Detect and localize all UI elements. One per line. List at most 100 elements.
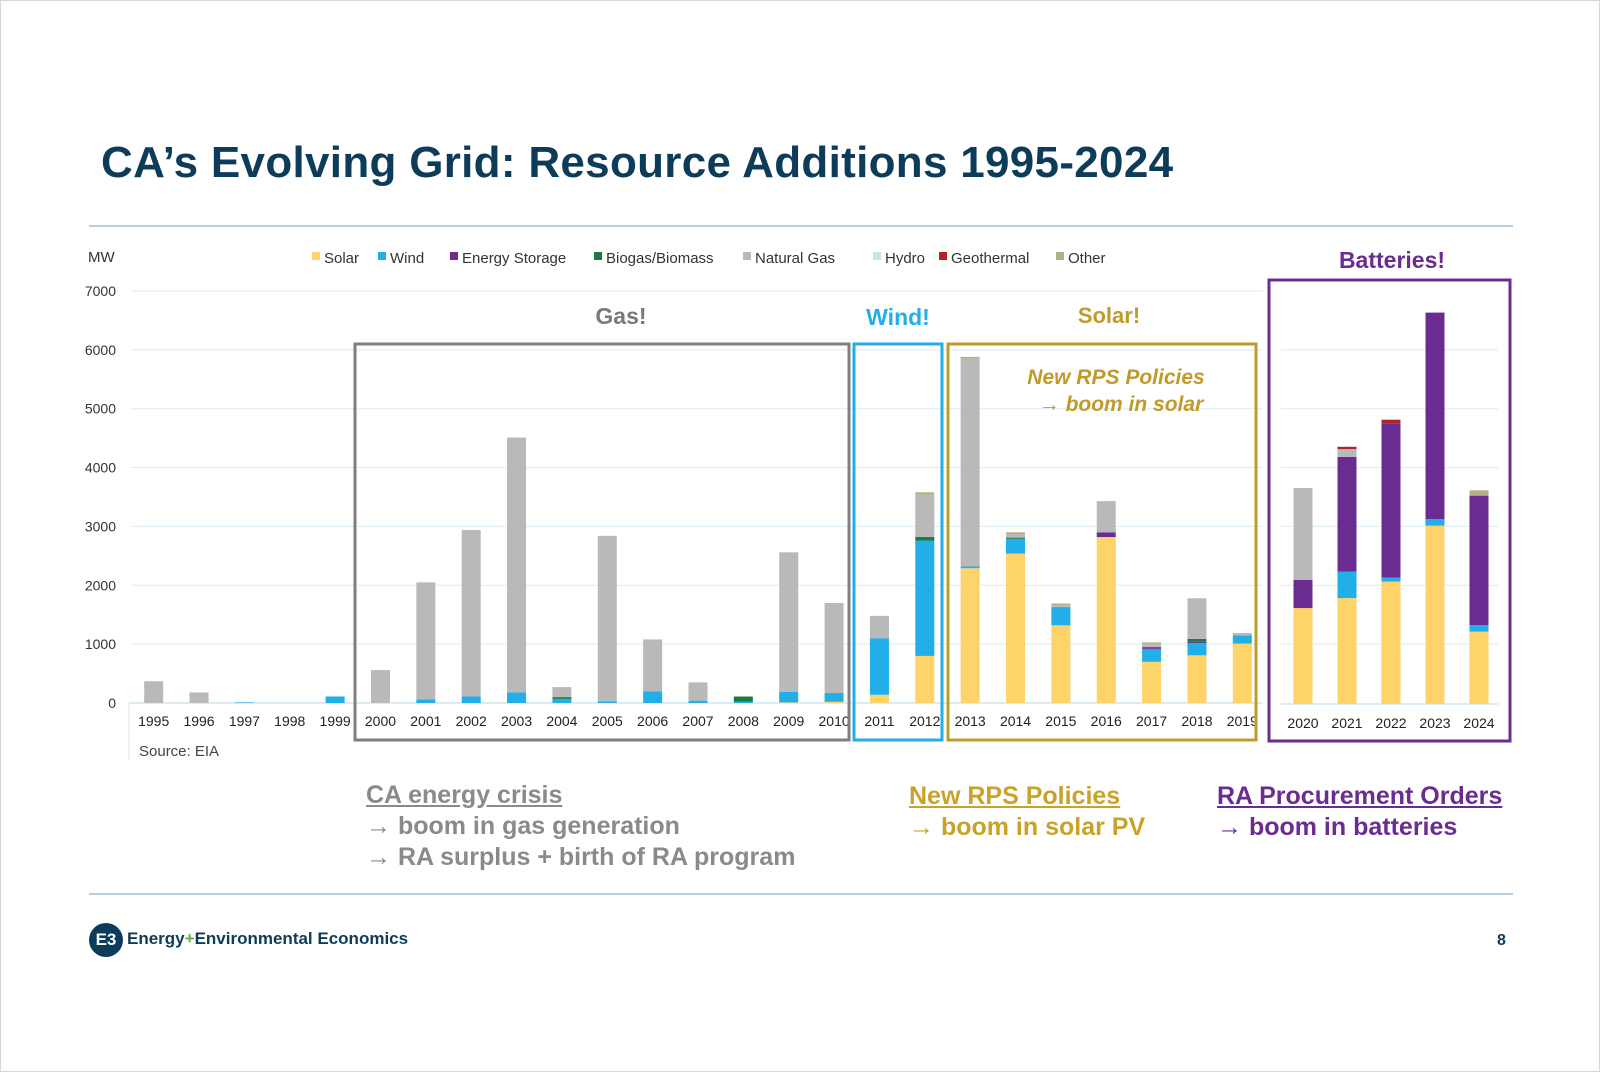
bar-segment [1096, 537, 1116, 703]
y-axis-label: MW [88, 249, 115, 266]
x-tick-label: 1996 [183, 713, 214, 729]
legend-label: Solar [324, 250, 359, 267]
bar-segment [779, 691, 799, 703]
bar-segment [1096, 532, 1116, 538]
bar-segment [1096, 501, 1116, 533]
page-title: CA’s Evolving Grid: Resource Additions 1… [101, 138, 1174, 187]
legend-label: Wind [390, 250, 424, 267]
bar-segment [824, 602, 844, 693]
bar-segment [733, 701, 753, 703]
x-tick-label: 2017 [1136, 713, 1167, 729]
legend-swatch [378, 252, 386, 260]
bar-segment [1051, 603, 1071, 606]
bar-segment [915, 494, 935, 538]
bar-segment [461, 529, 481, 697]
legend-swatch [594, 252, 602, 260]
bar-segment [824, 692, 844, 702]
bar-segment [1381, 577, 1401, 582]
gas-era-box [353, 342, 851, 742]
bar-segment [643, 691, 663, 703]
bar-segment [1006, 553, 1026, 703]
bar-segment [1293, 608, 1313, 704]
footer-divider [89, 893, 1513, 895]
solar-era-box [946, 342, 1258, 742]
solar-note-line1: → boom in solar PV [909, 813, 1146, 841]
bar-segment [234, 702, 254, 704]
x-tick-label: 2000 [365, 713, 396, 729]
bar-segment [643, 639, 663, 692]
x-tick-label: 1998 [274, 713, 305, 729]
bar-segment [370, 670, 390, 703]
bar-segment [1469, 631, 1489, 704]
bar-segment [1187, 598, 1207, 639]
x-tick-label: 2013 [955, 713, 986, 729]
bar-segment [1142, 642, 1162, 644]
y-tick-label: 3000 [85, 518, 116, 534]
bar-segment [1469, 490, 1489, 496]
bar-segment [1187, 641, 1207, 643]
y-tick-label: 2000 [85, 577, 116, 593]
x-tick-label: 2023 [1419, 715, 1450, 731]
bar-segment [1142, 643, 1162, 648]
bar-segment [688, 700, 708, 703]
bar-segment [1232, 632, 1252, 636]
bar-segment [1142, 661, 1162, 703]
bar-segment [1293, 487, 1313, 580]
rps-annotation-line1: New RPS Policies [1027, 366, 1204, 389]
bar-segment [1142, 648, 1162, 662]
bar-segment [1006, 534, 1026, 538]
bar-segment [1006, 532, 1026, 535]
x-tick-label: 2002 [456, 713, 487, 729]
battery-era-box [1267, 278, 1512, 743]
bar-segment [915, 492, 935, 495]
bar-segment [688, 682, 708, 701]
bar-segment [1232, 635, 1252, 644]
gas-note-heading: CA energy crisis [366, 781, 563, 809]
x-tick-label: 2010 [819, 713, 850, 729]
bar-segment [869, 638, 889, 695]
bar-segment [1187, 642, 1207, 656]
legend-swatch [743, 252, 751, 260]
bar-segment [552, 697, 572, 699]
bar-segment [779, 552, 799, 692]
org-name-plus: + [184, 929, 195, 948]
bar-segment [1051, 607, 1071, 626]
gas-note: CA energy crisis → boom in gas generatio… [366, 780, 795, 873]
gas-note-line1: → boom in gas generation [366, 812, 680, 840]
bar-segment [960, 356, 980, 359]
bar-segment [960, 358, 980, 567]
bar-segment [1337, 446, 1357, 450]
bar-segment [1232, 643, 1252, 703]
gas-note-line2: → RA surplus + birth of RA program [366, 843, 796, 871]
legend-swatch [939, 252, 947, 260]
bar-segment [1337, 449, 1357, 457]
bar-segment [189, 692, 209, 703]
solar-annotation: Solar! [1078, 303, 1140, 328]
bar-segment [1051, 605, 1071, 608]
bar-segment [915, 655, 935, 703]
x-tick-label: 2016 [1091, 713, 1122, 729]
bar-segment [733, 696, 753, 702]
battery-note: RA Procurement Orders → boom in batterie… [1217, 781, 1502, 843]
x-tick-label: 2008 [728, 713, 759, 729]
battery-note-heading: RA Procurement Orders [1217, 782, 1503, 810]
bar-segment [416, 699, 436, 703]
bar-segment [1006, 538, 1026, 554]
battery-note-line1: → boom in batteries [1217, 813, 1458, 841]
x-tick-label: 2003 [501, 713, 532, 729]
wind-annotation: Wind! [866, 304, 930, 330]
y-tick-label: 7000 [85, 283, 116, 299]
x-tick-label: 2020 [1287, 715, 1318, 731]
bar-segment [597, 535, 617, 702]
x-tick-label: 2009 [773, 713, 804, 729]
y-tick-label: 0 [108, 695, 116, 711]
x-tick-label: 2012 [909, 713, 940, 729]
bar-segment [1381, 423, 1401, 578]
resource-additions-chart: 0 1000 2000 3000 4000 5000 6000 7000 MW Source: E… [85, 247, 1512, 761]
legend-swatch [312, 252, 320, 260]
x-tick-label: 2004 [546, 713, 577, 729]
x-tick-label: 2011 [864, 713, 894, 729]
legend-label: Geothermal [951, 250, 1029, 267]
x-tick-label: 2022 [1375, 715, 1406, 731]
